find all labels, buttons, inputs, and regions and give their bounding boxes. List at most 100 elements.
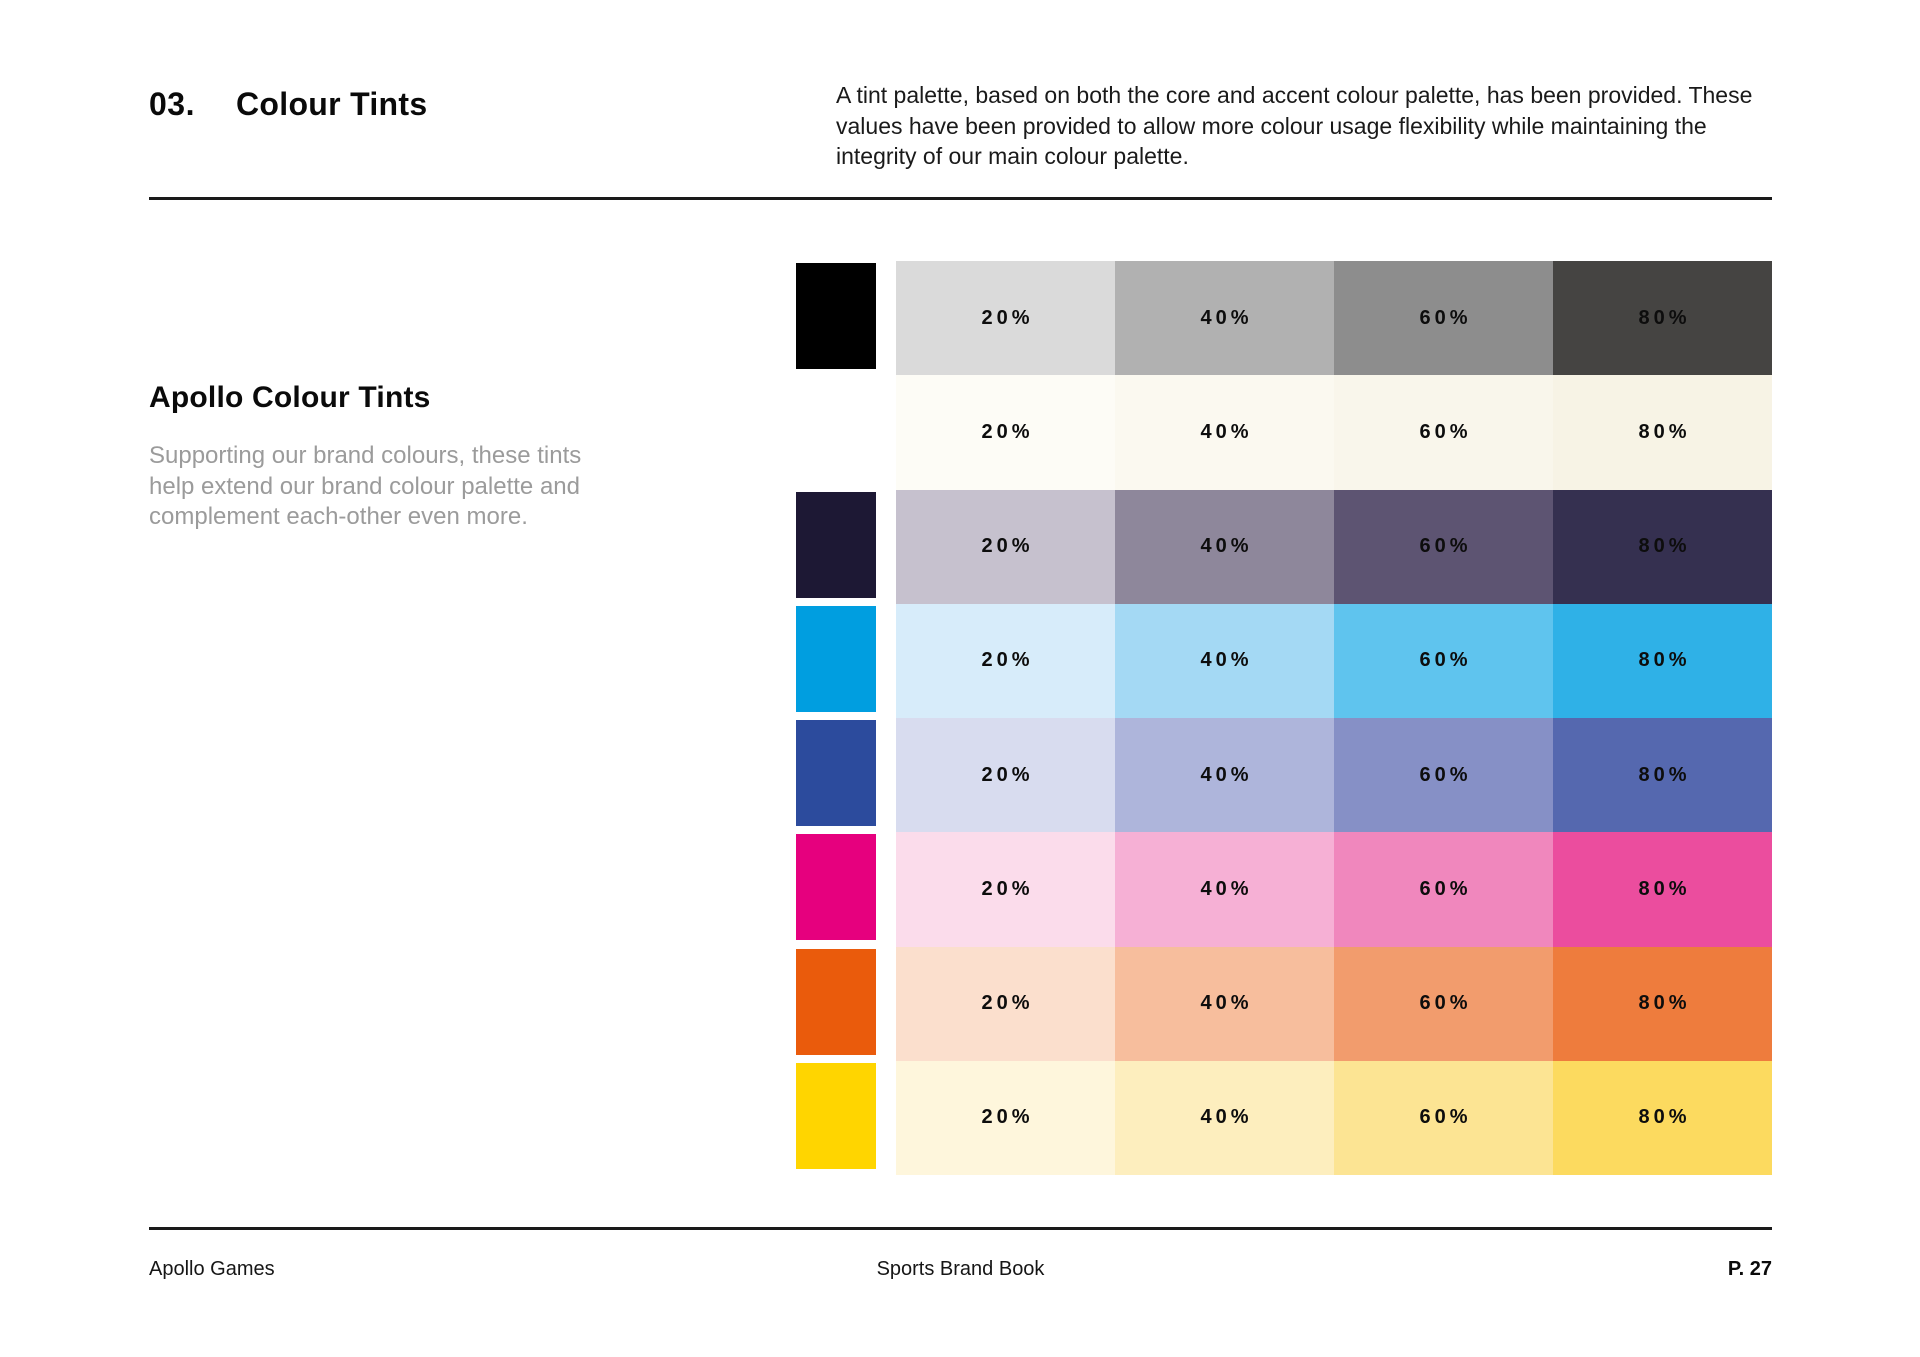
tint-percentage-label: 20% bbox=[981, 1106, 1034, 1129]
intro-line: values have been provided to allow more … bbox=[836, 112, 1707, 139]
sidebar-description: Supporting our brand colours, these tint… bbox=[149, 441, 581, 533]
tint-row-black: 20% 40% 60% 80% bbox=[796, 261, 1772, 376]
tint-row-cyan: 20% 40% 60% 80% bbox=[796, 603, 1772, 718]
tint-percentage-label: 80% bbox=[1638, 649, 1691, 672]
tint-cells-blue: 20% 40% 60% 80% bbox=[896, 718, 1772, 833]
tint-cell-black-20%: 20% bbox=[896, 261, 1115, 376]
tint-percentage-label: 60% bbox=[1419, 420, 1472, 443]
tint-cells-cyan: 20% 40% 60% 80% bbox=[896, 603, 1772, 718]
tint-percentage-label: 40% bbox=[1200, 877, 1253, 900]
tint-percentage-label: 20% bbox=[981, 306, 1034, 329]
tint-cells-yellow: 20% 40% 60% 80% bbox=[896, 1060, 1772, 1175]
tint-cell-blue-20%: 20% bbox=[896, 718, 1115, 833]
base-swatch-orange bbox=[796, 948, 876, 1055]
tint-percentage-label: 20% bbox=[981, 763, 1034, 786]
tint-row-navy: 20% 40% 60% 80% bbox=[796, 489, 1772, 604]
tint-percentage-label: 80% bbox=[1638, 992, 1691, 1015]
tint-percentage-label: 20% bbox=[981, 420, 1034, 443]
tint-percentage-label: 20% bbox=[981, 877, 1034, 900]
footer-brand-name: Apollo Games bbox=[149, 1258, 275, 1280]
tint-cell-yellow-60%: 60% bbox=[1334, 1060, 1553, 1175]
page-title: Colour Tints bbox=[236, 86, 428, 122]
tint-cell-orange-80%: 80% bbox=[1553, 946, 1772, 1061]
tint-cell-navy-60%: 60% bbox=[1334, 489, 1553, 604]
tint-cell-cyan-40%: 40% bbox=[1115, 603, 1334, 718]
tint-percentage-label: 60% bbox=[1419, 763, 1472, 786]
tint-cell-orange-40%: 40% bbox=[1115, 946, 1334, 1061]
tint-percentage-label: 40% bbox=[1200, 306, 1253, 329]
tint-cell-yellow-20%: 20% bbox=[896, 1060, 1115, 1175]
tint-percentage-label: 60% bbox=[1419, 649, 1472, 672]
tint-percentage-label: 40% bbox=[1200, 992, 1253, 1015]
tint-percentage-label: 40% bbox=[1200, 420, 1253, 443]
tint-percentage-label: 80% bbox=[1638, 877, 1691, 900]
tint-percentage-label: 60% bbox=[1419, 992, 1472, 1015]
tint-percentage-label: 80% bbox=[1638, 306, 1691, 329]
tint-cell-black-80%: 80% bbox=[1553, 261, 1772, 376]
tint-cell-cyan-80%: 80% bbox=[1553, 603, 1772, 718]
tint-cells-navy: 20% 40% 60% 80% bbox=[896, 489, 1772, 604]
tint-percentage-label: 20% bbox=[981, 535, 1034, 558]
tint-percentage-label: 80% bbox=[1638, 535, 1691, 558]
tint-cell-cyan-20%: 20% bbox=[896, 603, 1115, 718]
base-swatch-navy bbox=[796, 491, 876, 598]
tint-cell-magenta-80%: 80% bbox=[1553, 832, 1772, 947]
intro-paragraph: A tint palette, based on both the core a… bbox=[836, 80, 1752, 172]
base-swatch-magenta bbox=[796, 834, 876, 941]
tint-cell-blue-60%: 60% bbox=[1334, 718, 1553, 833]
tint-percentage-label: 60% bbox=[1419, 1106, 1472, 1129]
tint-cell-white-20%: 20% bbox=[896, 375, 1115, 490]
section-number: 03. bbox=[149, 86, 195, 122]
tint-cell-black-60%: 60% bbox=[1334, 261, 1553, 376]
tint-cell-blue-80%: 80% bbox=[1553, 718, 1772, 833]
tint-cell-orange-20%: 20% bbox=[896, 946, 1115, 1061]
tint-percentage-label: 80% bbox=[1638, 1106, 1691, 1129]
base-swatch-black bbox=[796, 263, 876, 369]
tint-grid: 20% 40% 60% 80% 20% 40% 60% 80% 20% 40% 60% 80% 20% 4… bbox=[796, 261, 1772, 1175]
tint-cell-blue-40%: 40% bbox=[1115, 718, 1334, 833]
sidebar-description-line: Supporting our brand colours, these tint… bbox=[149, 442, 582, 469]
footer-divider bbox=[149, 1227, 1772, 1230]
base-swatch-blue bbox=[796, 720, 876, 826]
tint-percentage-label: 80% bbox=[1638, 763, 1691, 786]
base-swatch-cyan bbox=[796, 605, 876, 712]
intro-line: A tint palette, based on both the core a… bbox=[836, 82, 1753, 108]
tint-cell-cyan-60%: 60% bbox=[1334, 603, 1553, 718]
tint-cell-magenta-20%: 20% bbox=[896, 832, 1115, 947]
tint-cell-white-80%: 80% bbox=[1553, 375, 1772, 490]
tint-percentage-label: 40% bbox=[1200, 1106, 1253, 1129]
tint-percentage-label: 60% bbox=[1419, 535, 1472, 558]
tint-cell-white-60%: 60% bbox=[1334, 375, 1553, 490]
tint-percentage-label: 80% bbox=[1638, 420, 1691, 443]
sidebar-description-line: complement each-other even more. bbox=[149, 503, 528, 530]
tint-cell-magenta-60%: 60% bbox=[1334, 832, 1553, 947]
tint-percentage-label: 40% bbox=[1200, 535, 1253, 558]
tint-cell-yellow-80%: 80% bbox=[1553, 1060, 1772, 1175]
intro-line: integrity of our main colour palette. bbox=[836, 143, 1189, 169]
tint-cells-white: 20% 40% 60% 80% bbox=[896, 375, 1772, 490]
tint-cell-magenta-40%: 40% bbox=[1115, 832, 1334, 947]
tint-cell-navy-80%: 80% bbox=[1553, 489, 1772, 604]
tint-cell-navy-40%: 40% bbox=[1115, 489, 1334, 604]
tint-percentage-label: 40% bbox=[1200, 649, 1253, 672]
tint-row-yellow: 20% 40% 60% 80% bbox=[796, 1060, 1772, 1175]
tint-cells-magenta: 20% 40% 60% 80% bbox=[896, 832, 1772, 947]
tint-percentage-label: 20% bbox=[981, 649, 1034, 672]
tint-percentage-label: 60% bbox=[1419, 877, 1472, 900]
tint-cells-black: 20% 40% 60% 80% bbox=[896, 261, 1772, 376]
tint-row-blue: 20% 40% 60% 80% bbox=[796, 718, 1772, 833]
tint-row-magenta: 20% 40% 60% 80% bbox=[796, 832, 1772, 947]
tint-percentage-label: 60% bbox=[1419, 306, 1472, 329]
tint-cell-white-40%: 40% bbox=[1115, 375, 1334, 490]
sidebar-heading: Apollo Colour Tints bbox=[149, 381, 431, 414]
tint-percentage-label: 20% bbox=[981, 992, 1034, 1015]
tint-row-white: 20% 40% 60% 80% bbox=[796, 375, 1772, 490]
footer-document-title: Sports Brand Book bbox=[876, 1258, 1045, 1280]
tint-cell-orange-60%: 60% bbox=[1334, 946, 1553, 1061]
tint-cell-navy-20%: 20% bbox=[896, 489, 1115, 604]
base-swatch-white bbox=[796, 377, 876, 484]
tint-row-orange: 20% 40% 60% 80% bbox=[796, 946, 1772, 1061]
footer-page-number: P. 27 bbox=[1727, 1258, 1772, 1280]
tint-cells-orange: 20% 40% 60% 80% bbox=[896, 946, 1772, 1061]
